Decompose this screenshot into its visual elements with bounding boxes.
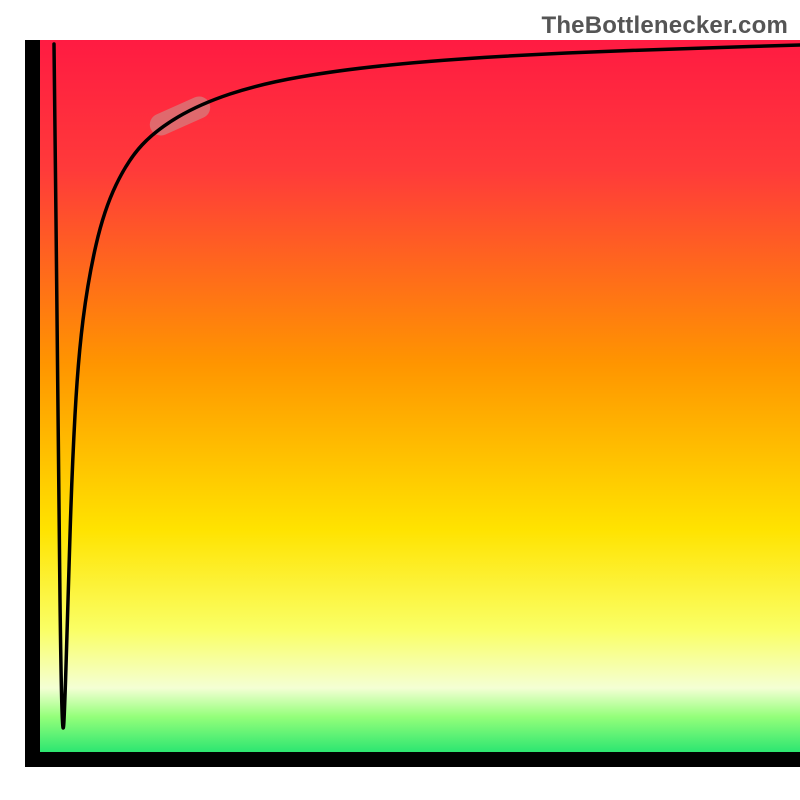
gradient-background <box>40 40 800 760</box>
y-axis <box>25 40 40 760</box>
x-axis <box>25 752 800 767</box>
chart-container: TheBottlenecker.com <box>0 0 800 800</box>
watermark-label: TheBottlenecker.com <box>541 12 788 40</box>
